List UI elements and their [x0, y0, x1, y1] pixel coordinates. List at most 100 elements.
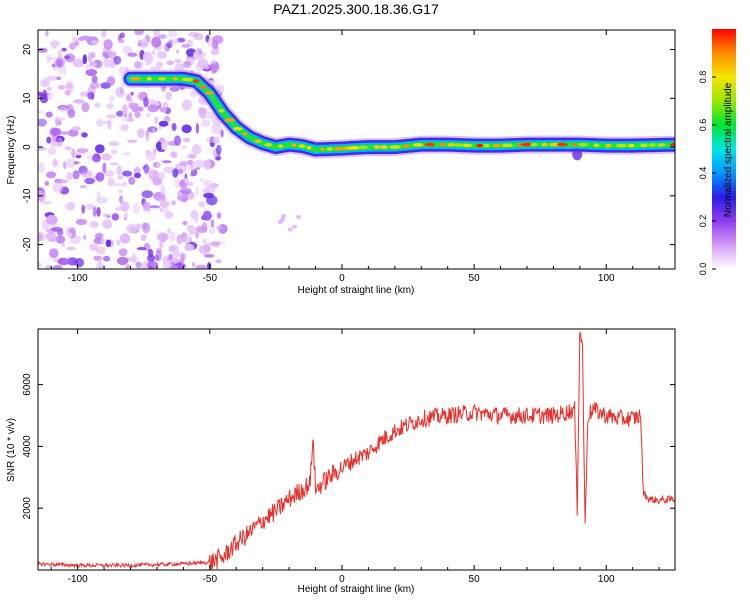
spectrogram-noise-blob	[55, 235, 66, 244]
spectrogram-noise-blob	[138, 39, 142, 47]
spectrogram-ridge-peak	[242, 132, 248, 136]
spectrogram-noise-blob	[210, 48, 220, 56]
spectrogram-noise-blob	[133, 172, 142, 179]
spectrogram-xtick-label: 0	[339, 273, 345, 284]
spectrogram-noise-blob	[65, 158, 76, 169]
spectrogram-noise-blob	[71, 148, 76, 159]
spectrogram-noise-blob	[187, 159, 193, 165]
spectrogram-noise-blob	[126, 223, 139, 234]
spectrogram-noise-blob	[103, 39, 113, 50]
spectrogram-noise-blob	[81, 204, 86, 214]
spectrogram-noise-blob	[167, 30, 177, 38]
spectrogram-noise-blob	[126, 139, 138, 143]
spectrogram-noise-blob	[46, 56, 58, 61]
spectrogram-noise-blob	[101, 153, 112, 161]
spectrogram-noise-blob	[280, 214, 286, 219]
spectrogram-noise-blob	[159, 106, 167, 113]
spectrogram-noise-blob	[203, 254, 215, 258]
spectrogram-noise-blob	[73, 99, 85, 104]
spectrogram-noise-blob	[134, 30, 144, 36]
spectrogram-ridge-peak	[501, 143, 514, 148]
spectrogram-ridge-peak	[656, 143, 666, 147]
spectrogram-noise-blob	[118, 248, 128, 257]
spectrogram-noise-blob	[202, 238, 207, 244]
spectrogram-noise-blob	[100, 236, 105, 245]
spectrogram-noise-blob	[119, 233, 131, 244]
spectrogram-noise-blob	[143, 163, 150, 174]
spectrogram-ridge-peak	[278, 144, 284, 148]
spectrogram-ridge-peak	[298, 144, 306, 148]
spectrogram-ridge-peak	[556, 142, 568, 147]
spectrogram-noise-blob	[65, 82, 73, 90]
spectrogram-noise-blob	[181, 44, 190, 48]
spectrogram-ridge-peak	[158, 77, 167, 81]
spectrogram-noise-blob	[131, 252, 137, 261]
spectrogram-noise-blob	[67, 257, 78, 266]
spectrogram-noise-blob	[75, 218, 88, 226]
spectrogram-noise-blob	[94, 102, 101, 108]
spectrogram-ridge-peak	[492, 143, 502, 148]
spectrogram-ridge-peak	[199, 85, 207, 89]
spectrogram-noise-blob	[108, 50, 116, 59]
spectrogram-noise-blob	[71, 126, 81, 131]
spectrogram-noise-blob	[94, 144, 105, 154]
colorbar-label: Normalized spectral amplitude	[723, 82, 734, 217]
spectrogram-noise-blob	[195, 185, 199, 196]
spectrogram-noise-blob	[111, 213, 120, 221]
snr-xtick-label: 100	[598, 574, 615, 585]
spectrogram-noise-blob	[141, 190, 153, 199]
spectrogram-noise-blob	[134, 111, 141, 118]
spectrogram-noise-blob	[129, 102, 139, 107]
spectrogram-noise-blob	[147, 254, 156, 262]
spectrogram-noise-blob	[46, 92, 54, 100]
spectrogram-ridge-peak	[462, 143, 473, 148]
spectrogram-noise-blob	[47, 238, 58, 242]
spectrogram-noise-blob	[64, 55, 71, 60]
spectrogram-noise-blob	[203, 179, 214, 188]
spectrogram-noise-blob	[170, 151, 178, 159]
spectrogram-noise-blob	[61, 242, 65, 247]
spectrogram-noise-blob	[38, 196, 45, 202]
spectrogram-noise-blob	[94, 232, 104, 240]
spectrogram-noise-blob	[107, 177, 115, 187]
spectrogram-noise-blob	[195, 231, 199, 239]
spectrogram-noise-blob	[176, 49, 180, 54]
spectrogram-noise-blob	[62, 66, 66, 76]
spectrogram-noise-blob	[287, 227, 293, 232]
spectrogram-noise-blob	[89, 81, 100, 89]
spectrogram-noise-blob	[79, 35, 92, 41]
spectrogram-noise-blob	[195, 264, 208, 269]
spectrogram-noise-blob	[122, 170, 133, 177]
spectrogram-ytick-label: 20	[22, 44, 33, 56]
spectrogram-noise-blob	[96, 190, 101, 200]
spectrogram-ridge-peak	[264, 143, 273, 147]
spectrogram-noise-blob	[160, 141, 168, 149]
spectrogram-noise-blob	[159, 171, 166, 180]
spectrogram-xtick-label: 50	[469, 273, 481, 284]
spectrogram-noise-blob	[197, 107, 208, 115]
spectrogram-noise-blob	[171, 257, 180, 264]
spectrogram-noise-blob	[84, 177, 96, 185]
spectrogram-noise-blob	[195, 47, 202, 55]
spectrogram-noise-blob	[220, 129, 224, 138]
spectrogram-noise-blob	[140, 234, 147, 242]
spectrogram-noise-blob	[154, 254, 160, 262]
spectrogram-ridge-peak	[373, 145, 380, 149]
spectrogram-xlabel: Height of straight line (km)	[298, 285, 415, 296]
spectrogram-frame	[37, 29, 676, 270]
spectrogram-noise-blob	[38, 262, 42, 268]
spectrogram-noise-blob	[168, 244, 180, 252]
spectrogram-noise-blob	[159, 207, 164, 213]
spectrogram-noise-blob	[184, 178, 189, 184]
spectrogram-ridge-peak	[205, 91, 214, 95]
spectrogram-ridge-peak	[520, 142, 533, 147]
spectrogram-noise-blob	[107, 119, 112, 130]
spectrogram-noise-blob	[155, 196, 167, 202]
spectrogram-noise-blob	[204, 111, 215, 119]
spectrogram-noise-blob	[45, 111, 53, 118]
spectrogram-ridge-peak	[306, 146, 312, 150]
spectrogram-noise-blob	[189, 173, 195, 177]
snr-xtick-label: 0	[339, 574, 345, 585]
spectrogram-noise-blob	[105, 239, 112, 248]
